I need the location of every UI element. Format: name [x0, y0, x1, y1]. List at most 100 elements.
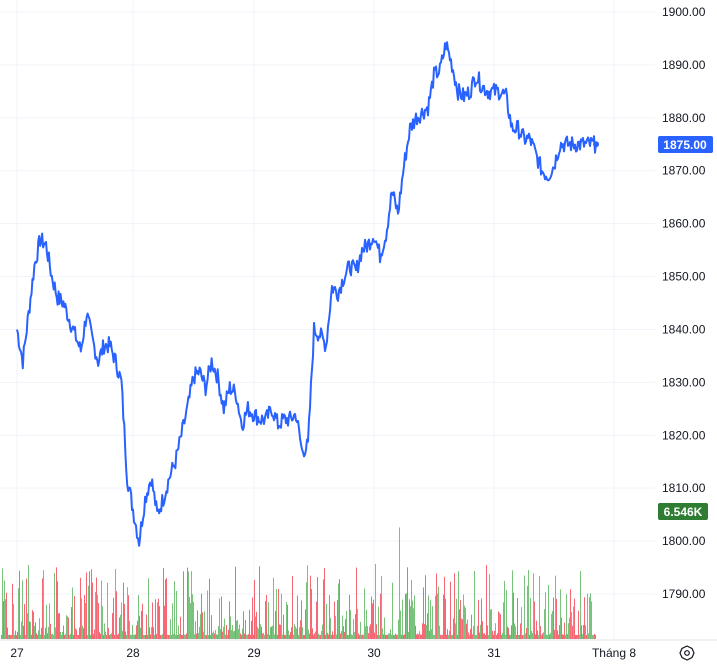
- volume-bar: [348, 634, 349, 639]
- volume-bar: [14, 634, 15, 639]
- volume-bar: [565, 634, 566, 639]
- volume-bar: [540, 626, 541, 639]
- volume-bar: [329, 595, 330, 639]
- volume-bar: [303, 634, 304, 639]
- volume-bar: [567, 634, 568, 639]
- volume-bar: [379, 635, 380, 639]
- volume-badge: 6.546K: [658, 503, 708, 520]
- volume-bar: [151, 627, 152, 639]
- volume-bar: [419, 631, 420, 639]
- volume-bar: [29, 621, 30, 639]
- volume-bar: [552, 611, 553, 639]
- volume-bar: [507, 626, 508, 639]
- y-tick-label: 1880.00: [662, 111, 706, 125]
- volume-bar: [203, 631, 204, 639]
- volume-bar: [488, 634, 489, 639]
- volume-bar: [266, 594, 267, 639]
- volume-bar: [220, 629, 221, 639]
- volume-bar: [213, 631, 214, 639]
- volume-bar: [324, 568, 325, 639]
- volume-bar: [321, 631, 322, 639]
- volume-bar: [560, 589, 561, 639]
- volume-bar: [499, 612, 500, 639]
- volume-bar: [148, 578, 149, 639]
- volume-bar: [374, 632, 375, 639]
- volume-bar: [216, 634, 217, 639]
- volume-bar: [395, 633, 396, 639]
- volume-bar: [53, 634, 54, 639]
- volume-bar: [569, 617, 570, 639]
- volume-bar: [364, 588, 365, 639]
- volume-bar: [71, 607, 72, 639]
- volume-bar: [69, 634, 70, 639]
- volume-bar: [173, 633, 174, 639]
- volume-bar: [383, 634, 384, 639]
- volume-bar: [438, 586, 439, 639]
- volume-bar: [589, 597, 590, 639]
- volume-bar: [51, 634, 52, 639]
- volume-bar: [83, 628, 84, 639]
- volume-bar: [484, 633, 485, 639]
- volume-bar: [252, 597, 253, 639]
- volume-bar: [289, 634, 290, 639]
- volume-bar: [269, 634, 270, 639]
- volume-bar: [101, 580, 102, 639]
- volume-bar: [201, 593, 202, 639]
- volume-bar: [572, 625, 573, 639]
- volume-bar: [322, 624, 323, 639]
- volume-bar: [127, 587, 128, 639]
- volume-bar: [399, 527, 400, 639]
- volume-bar: [391, 634, 392, 639]
- volume-bar: [103, 634, 104, 639]
- volume-bar: [370, 624, 371, 639]
- volume-bar: [107, 582, 108, 639]
- volume-bar: [331, 635, 332, 639]
- volume-bar: [228, 629, 229, 639]
- volume-bar: [450, 581, 451, 639]
- volume-bar: [326, 603, 327, 639]
- volume-bar: [281, 593, 282, 639]
- settings-gear-icon[interactable]: [679, 645, 695, 661]
- volume-bar: [439, 625, 440, 639]
- volume-bar: [388, 633, 389, 639]
- volume-bar: [132, 624, 133, 639]
- volume-bar: [157, 602, 158, 639]
- volume-bar: [16, 635, 17, 639]
- volume-bar: [242, 628, 243, 639]
- volume-bar: [304, 634, 305, 639]
- volume-bar: [280, 624, 281, 639]
- volume-bar: [7, 627, 8, 639]
- volume-bar: [56, 567, 57, 639]
- volume-bar: [97, 594, 98, 639]
- volume-bar: [471, 614, 472, 639]
- volume-bar: [58, 613, 59, 639]
- volume-bar: [401, 634, 402, 639]
- volume-bar: [284, 634, 285, 639]
- volume-bar: [137, 620, 138, 639]
- volume-bar: [411, 579, 412, 639]
- volume-bar: [466, 623, 467, 639]
- volume-bar: [293, 634, 294, 639]
- volume-bar: [33, 611, 34, 639]
- volume-bar: [571, 612, 572, 639]
- volume-bar: [188, 571, 189, 639]
- volume-bar: [108, 627, 109, 639]
- volume-label: 6.546K: [664, 505, 703, 519]
- volume-bar: [362, 634, 363, 639]
- volume-bar: [124, 603, 125, 639]
- volume-bar: [515, 626, 516, 639]
- volume-bar: [397, 634, 398, 639]
- volume-bar: [165, 579, 166, 639]
- volume-bar: [519, 634, 520, 639]
- volume-bar: [575, 634, 576, 639]
- volume-bar: [278, 588, 279, 639]
- volume-bar: [91, 569, 92, 639]
- volume-bar: [186, 633, 187, 639]
- volume-bar: [506, 590, 507, 639]
- volume-bar: [328, 634, 329, 639]
- volume-bar: [354, 632, 355, 639]
- volume-bar: [425, 575, 426, 639]
- volume-bar: [2, 568, 3, 639]
- volume-bar: [460, 600, 461, 639]
- volume-bar: [457, 634, 458, 639]
